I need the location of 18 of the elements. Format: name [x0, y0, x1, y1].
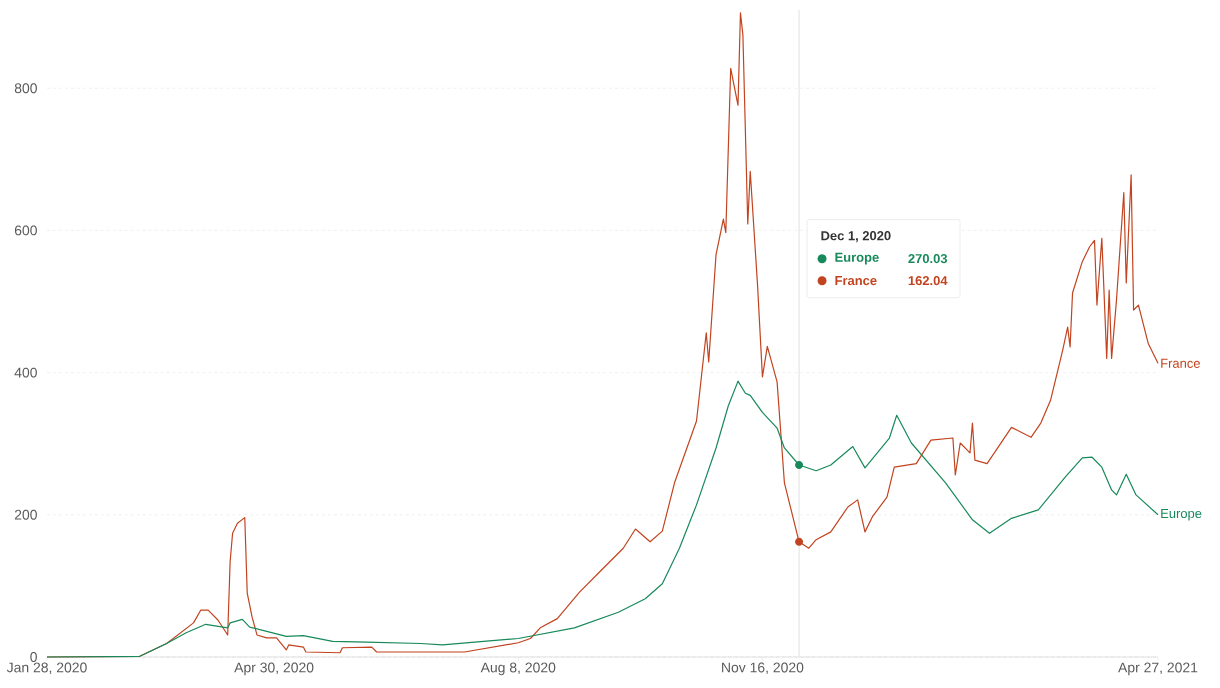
line-series: [46, 380, 1159, 658]
y-tick-label: 0: [30, 652, 37, 662]
annotation: 162.04: [908, 276, 948, 286]
text: France: [1161, 358, 1200, 368]
x-tick-label: Nov 16, 2020: [722, 662, 804, 675]
x-tick-label: Apr 27, 2021: [1118, 662, 1198, 676]
x-tick-label: Aug 8, 2020: [480, 662, 556, 676]
x-tick-label: Jan 28, 2020: [6, 662, 87, 675]
text: Europe: [1161, 509, 1202, 521]
y-tick-label: 800: [14, 83, 37, 94]
y-tick-label: 400: [14, 367, 37, 378]
y-tick-label: 200: [14, 509, 37, 520]
y-tick-label: 600: [14, 225, 37, 236]
annotation: 270.03: [908, 254, 948, 264]
legend-label: France: [835, 276, 877, 286]
legend-label: Europe: [835, 252, 879, 265]
x-tick-label: Apr 30, 2020: [234, 662, 314, 676]
ref-line-label: Dec 1, 2020: [821, 231, 891, 243]
